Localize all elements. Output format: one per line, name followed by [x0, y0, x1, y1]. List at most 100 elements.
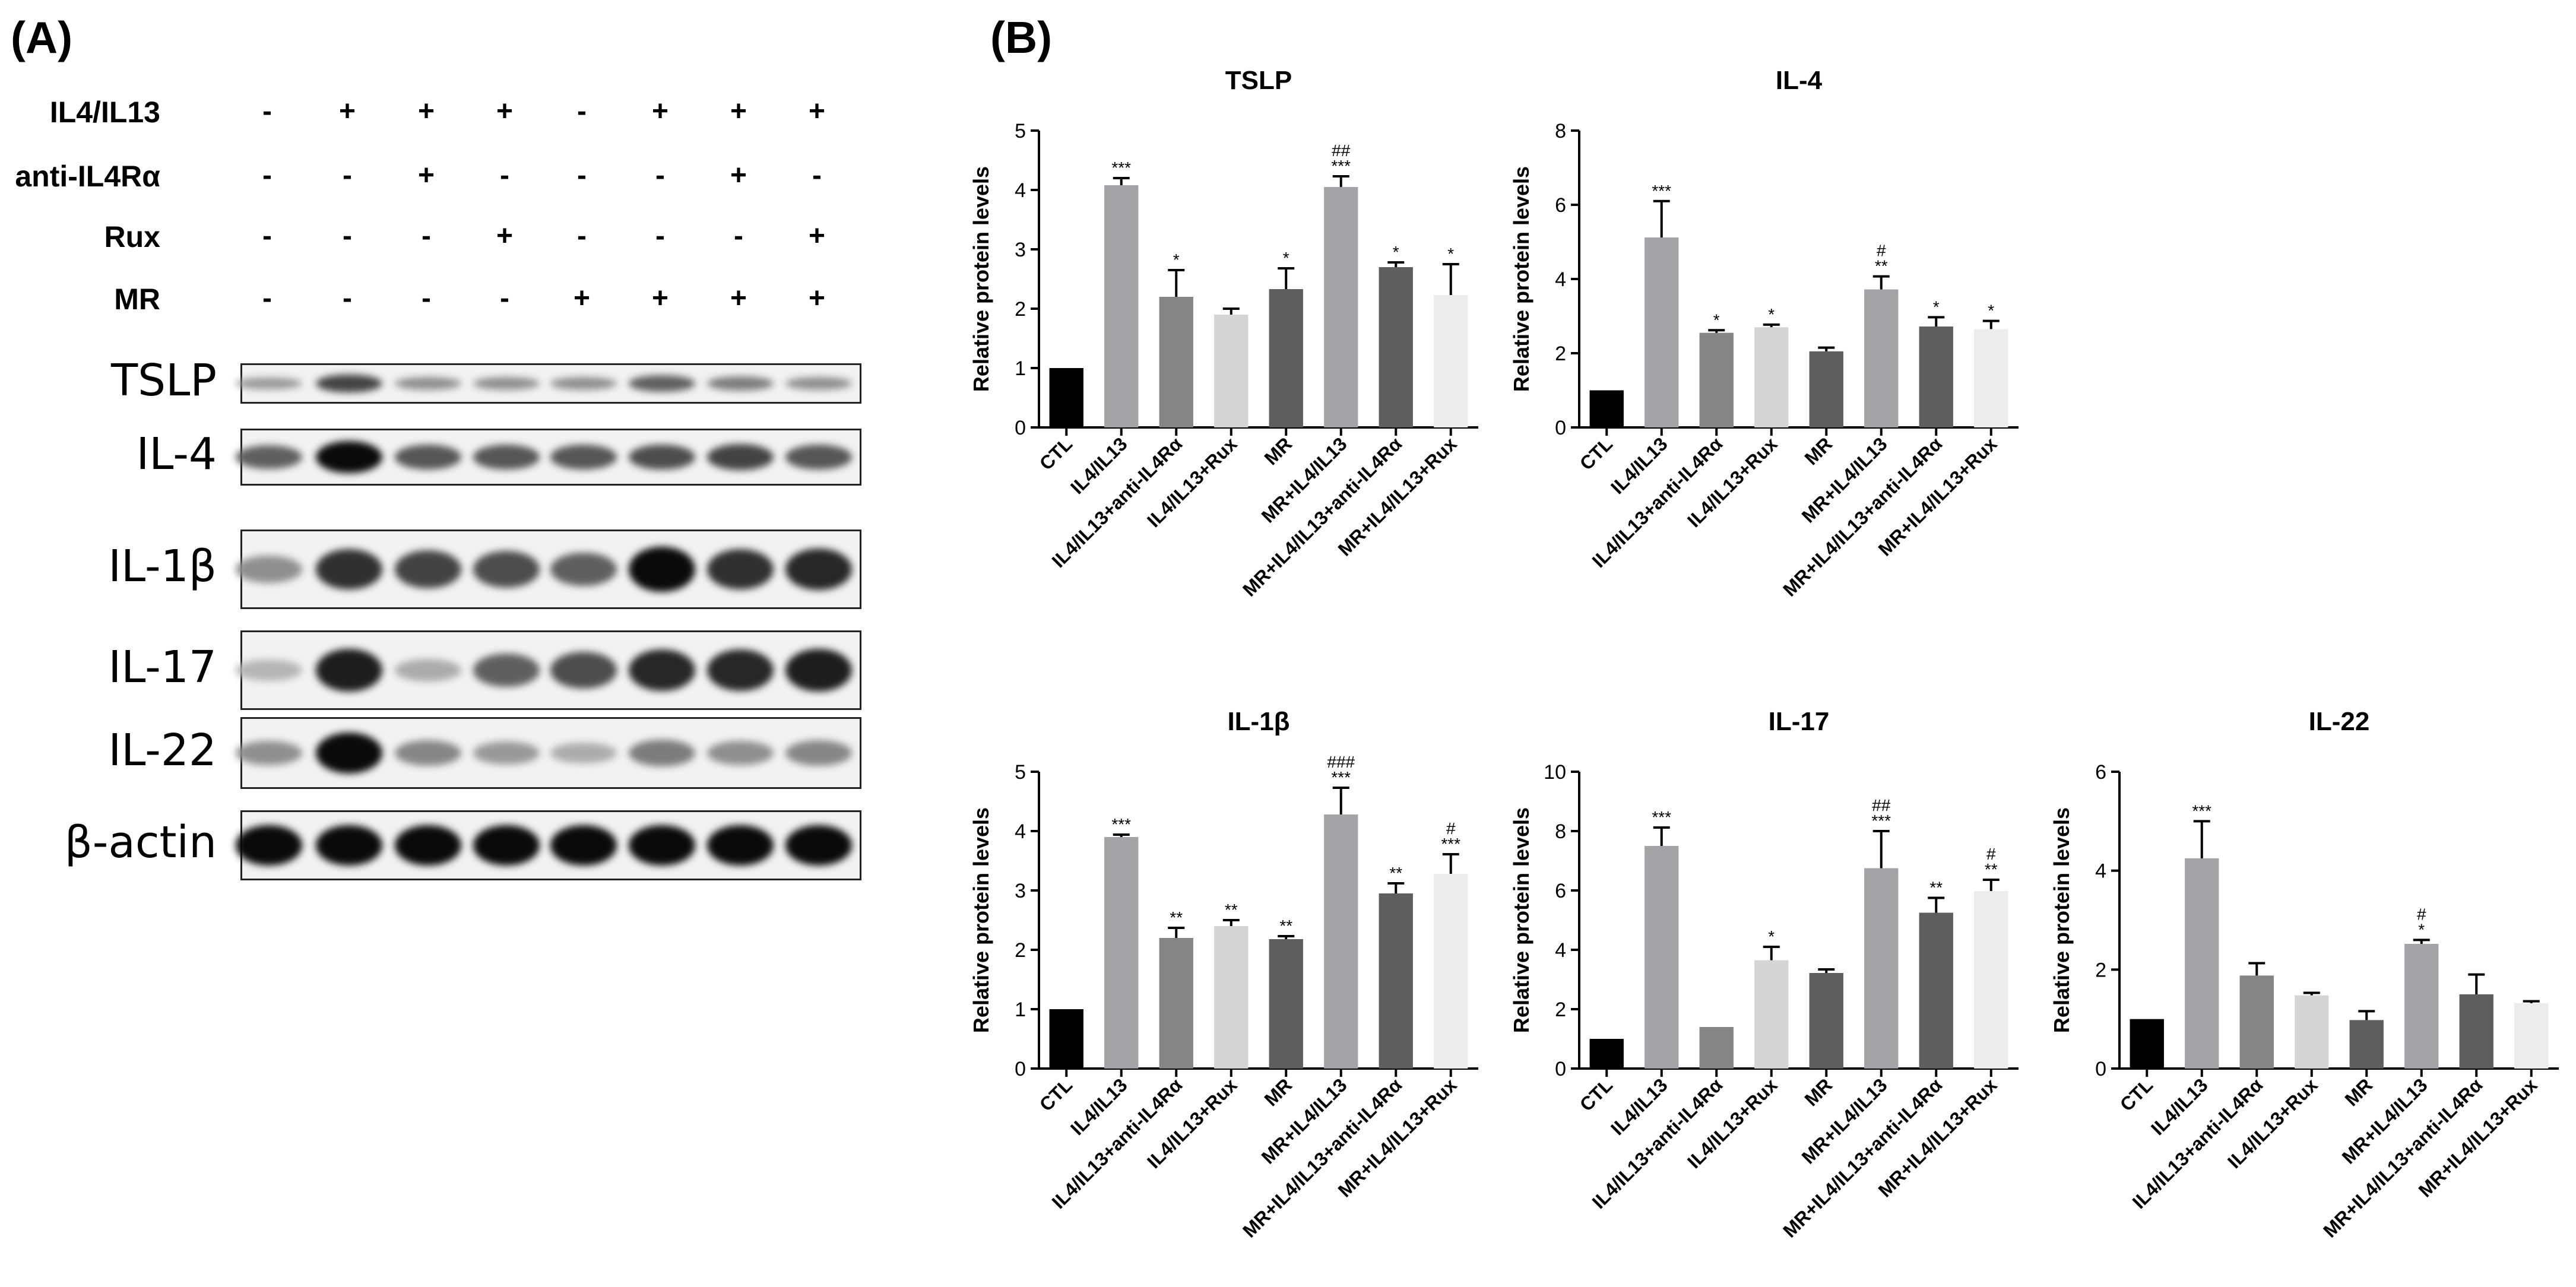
blot-band [395, 376, 461, 390]
y-tick-label: 8 [1555, 120, 1566, 142]
blot-band [707, 825, 774, 866]
bar [1379, 893, 1413, 1069]
blot-band [395, 825, 461, 866]
blot-label: IL-1β [108, 541, 217, 592]
y-tick-label: 6 [2095, 761, 2106, 784]
bar [2404, 944, 2439, 1069]
bar [1589, 390, 1624, 427]
blot-band [550, 376, 617, 390]
blot-band [550, 552, 617, 587]
significance-label: # [1877, 242, 1886, 260]
y-tick-label: 2 [2095, 959, 2106, 981]
significance-label: *** [2192, 801, 2211, 820]
panel-label-b: (B) [990, 12, 1053, 62]
condition-sign: - [500, 283, 509, 314]
bar [1324, 187, 1358, 427]
x-tick-label: MR [1801, 433, 1837, 469]
significance-label: ** [1389, 864, 1402, 882]
blot-strip [236, 429, 861, 486]
significance-label: * [1713, 310, 1720, 329]
significance-label: ** [1929, 879, 1943, 897]
condition-sign: - [262, 283, 272, 314]
blot-band [316, 733, 382, 774]
bar [2349, 1020, 2384, 1069]
y-tick-label: 10 [1544, 761, 1566, 784]
condition-sign: + [573, 283, 591, 314]
bar [1809, 973, 1843, 1069]
blot-band [236, 445, 302, 469]
y-tick-label: 0 [1555, 417, 1566, 439]
bar [1104, 185, 1139, 427]
blot-band [707, 649, 774, 692]
condition-sign: - [655, 160, 665, 191]
blot-band [236, 659, 302, 681]
blot-band [473, 551, 540, 588]
y-tick-label: 2 [1555, 998, 1566, 1021]
blot-band [629, 740, 695, 766]
significance-label: * [1447, 245, 1454, 263]
significance-label: ** [1985, 860, 1998, 879]
chart-title: IL-17 [1769, 707, 1830, 736]
y-tick-label: 0 [1015, 1058, 1026, 1080]
bar [1919, 326, 1953, 427]
condition-sign: + [808, 96, 826, 127]
bar [2239, 975, 2274, 1069]
significance-label: * [2418, 920, 2425, 939]
blot-band [395, 658, 461, 682]
significance-label: * [1173, 251, 1180, 269]
panel-label-a: (A) [11, 12, 73, 62]
blot-band [785, 825, 852, 866]
condition-sign: - [500, 160, 509, 191]
condition-sign: + [651, 96, 669, 127]
condition-sign: - [343, 160, 352, 191]
blot-band [236, 556, 302, 583]
significance-label: ** [1225, 901, 1238, 919]
blot-strip [236, 530, 861, 609]
y-tick-label: 2 [1555, 343, 1566, 365]
x-tick-label: CTL [1576, 433, 1617, 474]
chart-title: TSLP [1225, 66, 1292, 95]
bar [1809, 351, 1843, 427]
bar [1049, 368, 1083, 427]
significance-label: ## [1872, 796, 1891, 814]
blot-band [236, 825, 302, 866]
blot-band [707, 741, 774, 765]
significance-label: * [1933, 297, 1940, 316]
y-tick-label: 2 [1015, 298, 1026, 321]
x-tick-label: MR [2341, 1074, 2377, 1110]
y-tick-label: 8 [1555, 820, 1566, 843]
bar [1214, 315, 1249, 427]
blot-label: IL-4 [136, 429, 217, 480]
blot-band [236, 741, 302, 765]
y-tick-label: 4 [1555, 939, 1566, 962]
bar [1754, 327, 1789, 427]
significance-label: * [1768, 305, 1775, 324]
y-tick-label: 0 [2095, 1058, 2106, 1080]
condition-sign: - [422, 220, 431, 252]
bar [2514, 1003, 2549, 1069]
blot-band [707, 549, 774, 589]
significance-label: * [1283, 249, 1289, 267]
y-tick-label: 5 [1015, 761, 1026, 784]
x-tick-label: MR [1801, 1074, 1837, 1110]
condition-sign: - [577, 220, 587, 252]
bar [1269, 289, 1303, 427]
blot-band [395, 445, 461, 470]
y-tick-label: 3 [1015, 239, 1026, 261]
y-tick-label: 4 [2095, 860, 2106, 883]
condition-sign: - [343, 283, 352, 314]
significance-label: *** [1441, 835, 1460, 853]
blot-label: IL-17 [108, 642, 217, 693]
blot-band [236, 377, 302, 390]
x-tick-label: CTL [2116, 1074, 2157, 1115]
blot-band [316, 441, 382, 473]
chart-title: IL-1β [1227, 707, 1289, 736]
bar [1589, 1039, 1624, 1069]
blot-label: TSLP [110, 355, 217, 406]
bar [1324, 814, 1358, 1069]
y-tick-label: 1 [1015, 357, 1026, 380]
blot-strip [236, 810, 861, 880]
blot-band [550, 743, 617, 763]
